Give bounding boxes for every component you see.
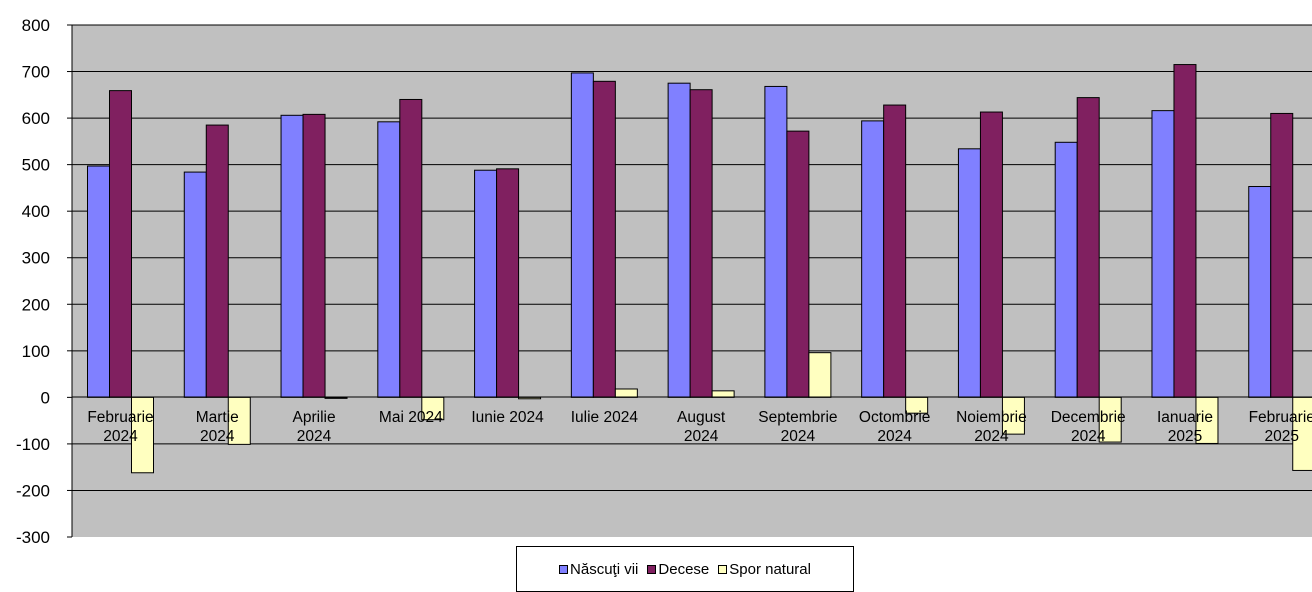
bar-spor-natural xyxy=(614,388,638,398)
y-tick-label: -100 xyxy=(16,435,50,454)
bar-nascuti-vii xyxy=(1151,110,1175,398)
y-tick-label: 500 xyxy=(22,156,50,175)
bar-nascuti-vii xyxy=(377,121,401,398)
x-category-label: Noiembrie xyxy=(956,409,1027,426)
x-category-label: 2024 xyxy=(684,428,719,445)
legend-swatch-spor-natural xyxy=(718,564,728,574)
legend-label-nascuti-vii: Născuţi vii xyxy=(570,560,639,578)
x-category-label: 2024 xyxy=(877,428,912,445)
bar-decese xyxy=(786,130,810,398)
x-category-label: 2024 xyxy=(781,428,816,445)
bar-decese xyxy=(1173,64,1197,398)
legend-swatch-nascuti-vii xyxy=(559,564,569,574)
bar-nascuti-vii xyxy=(183,171,207,398)
bar-nascuti-vii xyxy=(474,169,498,398)
bar-nascuti-vii xyxy=(87,165,110,398)
bar-decese xyxy=(1270,112,1294,398)
y-tick-label: 600 xyxy=(22,109,50,128)
y-tick-label: 100 xyxy=(22,342,50,361)
bar-spor-natural xyxy=(518,396,542,400)
x-tick-labels: Februarie 2024 Martie 2024 Aprilie 2024 Mai 20… xyxy=(87,409,1312,445)
x-category-label: 2024 xyxy=(103,428,138,445)
x-category-label: Iulie 2024 xyxy=(571,409,639,426)
legend-item-nascuti-vii: Născuţi vii xyxy=(559,561,638,578)
bar-decese xyxy=(1076,97,1100,398)
x-category-label: 2025 xyxy=(1168,428,1202,445)
bars xyxy=(87,64,1312,474)
bar-spor-natural xyxy=(808,352,832,398)
legend-swatch-decese xyxy=(647,564,657,574)
bar-decese xyxy=(689,89,713,398)
bar-decese xyxy=(496,168,520,398)
bar-nascuti-vii xyxy=(280,114,304,398)
y-tick-label: 700 xyxy=(22,63,50,82)
x-category-label: Februarie xyxy=(1249,409,1312,426)
bar-nascuti-vii xyxy=(764,85,788,398)
x-category-label: Iunie 2024 xyxy=(471,409,544,426)
x-category-label: 2024 xyxy=(1071,428,1106,445)
bar-nascuti-vii xyxy=(957,148,981,398)
bar-decese xyxy=(302,113,326,398)
y-tick-label: -300 xyxy=(16,528,50,547)
x-category-label: 2024 xyxy=(200,428,235,445)
legend-label-decese: Decese xyxy=(658,560,710,578)
x-category-label: Septembrie xyxy=(758,409,837,426)
legend-label-spor-natural: Spor natural xyxy=(729,560,811,578)
x-category-label: Octombrie xyxy=(859,409,931,426)
x-category-label: August xyxy=(677,409,726,426)
x-category-label: 2025 xyxy=(1264,428,1298,445)
x-category-label: Decembrie xyxy=(1051,409,1126,426)
legend: Născuţi vii Decese Spor natural xyxy=(516,546,854,592)
bar-decese xyxy=(592,80,616,398)
y-tick-label: 200 xyxy=(22,295,50,314)
bar-decese xyxy=(883,104,907,398)
bar-nascuti-vii xyxy=(861,120,885,398)
x-category-label: Martie xyxy=(196,409,239,426)
bar-nascuti-vii xyxy=(1248,186,1272,398)
x-category-label: 2024 xyxy=(974,428,1009,445)
legend-item-decese: Decese xyxy=(647,561,709,578)
y-tick-label: -200 xyxy=(16,481,50,500)
legend-item-spor-natural: Spor natural xyxy=(718,561,811,578)
y-tick-labels: 800 700 600 500 400 300 200 100 0 -100 -200 -300 xyxy=(16,16,72,547)
y-tick-label: 800 xyxy=(22,16,50,35)
y-tick-label: 0 xyxy=(41,388,50,407)
bar-decese xyxy=(109,90,132,398)
x-category-label: 2024 xyxy=(297,428,332,445)
bar-spor-natural xyxy=(324,396,348,399)
bar-spor-natural xyxy=(711,390,735,398)
y-tick-label: 300 xyxy=(22,249,50,268)
x-category-label: Mai 2024 xyxy=(379,409,443,426)
bar-decese xyxy=(205,124,229,398)
x-category-label: Ianuarie xyxy=(1157,409,1213,426)
bar-nascuti-vii xyxy=(1054,141,1078,398)
bar-nascuti-vii xyxy=(570,72,594,398)
bar-decese xyxy=(979,111,1003,398)
bar-decese xyxy=(399,98,423,398)
x-category-label: Februarie xyxy=(87,409,153,426)
bar-nascuti-vii xyxy=(667,82,691,398)
x-category-label: Aprilie xyxy=(293,409,336,426)
y-tick-label: 400 xyxy=(22,202,50,221)
